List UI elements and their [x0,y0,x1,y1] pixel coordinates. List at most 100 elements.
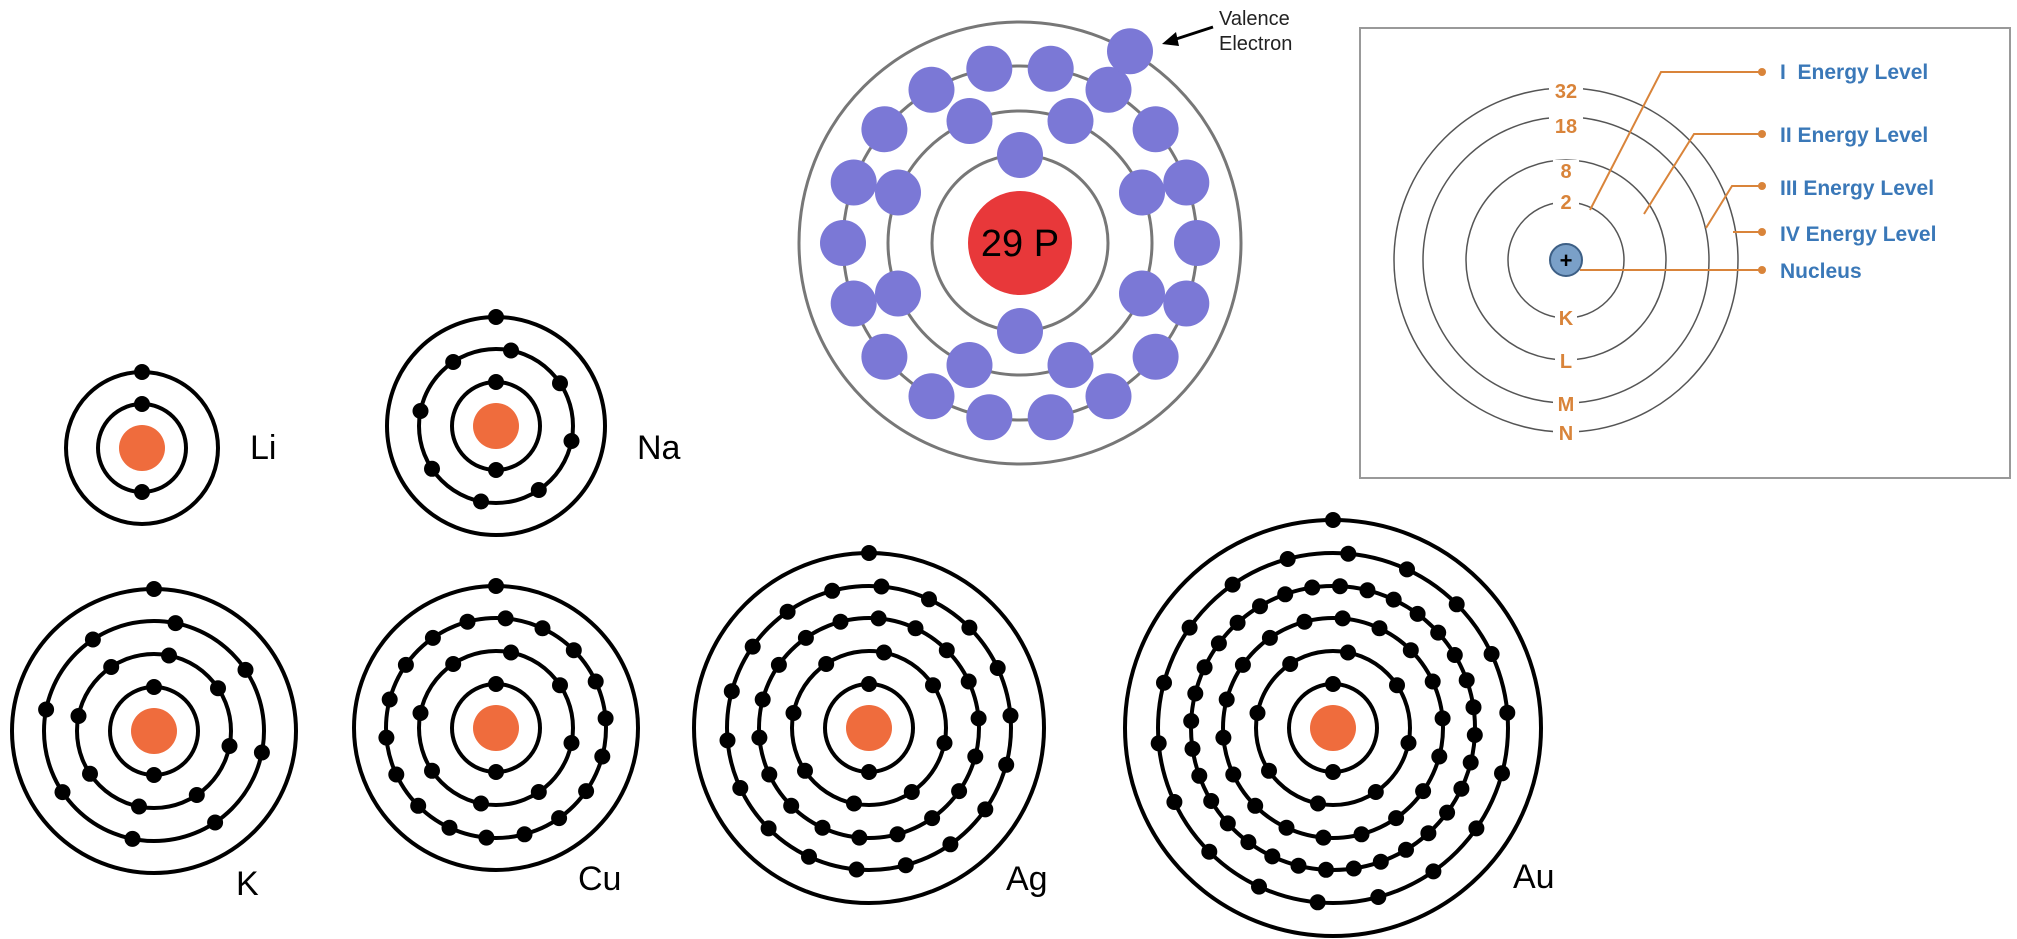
copper-nucleus [968,191,1072,295]
copper-electron [1027,45,1074,92]
shell-letter-n: N [1559,423,1573,445]
au-electron [1385,591,1402,608]
au-electron [1359,582,1376,599]
copper-electron [966,45,1013,92]
energy-level-diagram: 32 18 8 2 K L M N + I Energy Level II En… [1359,27,2011,479]
au-electron [1224,576,1241,593]
au-electron [1191,767,1208,784]
copper-shell-2 [886,109,1154,377]
ag-electron [779,603,796,620]
ag-orbit-4 [725,584,1013,872]
cu-electron [587,673,604,690]
ag-electron [967,748,984,765]
ag-electron [797,762,813,779]
li-electron [134,484,150,500]
au-electron [1420,825,1437,842]
au-electron [1309,894,1326,911]
au-electron [1425,863,1442,880]
k-electron [161,647,177,664]
shell-letter-k: K [1559,308,1574,330]
na-electron [530,482,547,498]
copper-electron [997,308,1043,354]
au-electron [1304,579,1321,596]
ag-electron [719,732,736,749]
cu-electron [552,677,568,694]
ag-electron [1002,707,1019,724]
label-energy-level-1: I Energy Level [1780,61,1928,84]
ag-orbit-2 [790,649,948,807]
au-electron [1446,647,1463,663]
cu-electron [551,810,568,827]
k-electron [221,738,238,754]
au-electron [1334,610,1351,627]
au-electron [1332,578,1348,595]
k-electron [146,581,162,597]
au-electron [1499,704,1516,721]
na-electron [563,433,580,449]
na-electron [488,309,504,325]
copper-electron [1119,270,1165,317]
k-electron [237,661,254,678]
au-electron [1494,765,1510,782]
na-label: Na [637,429,681,467]
au-electron [1439,804,1456,821]
atom-k: K [10,581,298,903]
copper-electron [966,394,1013,441]
au-electron [1466,727,1483,743]
au-electron [1215,729,1232,746]
au-electron [1431,748,1448,765]
li-nucleus [119,425,165,471]
cu-electron [381,691,398,708]
copper-electrons [820,28,1220,441]
na-electron [445,354,462,370]
au-orbit-2 [1254,649,1412,807]
na-orbit-2 [417,347,575,505]
au-electron [1310,795,1326,812]
au-electron [1371,620,1388,637]
ag-electron [921,591,937,608]
cu-electron [597,710,614,727]
copper-electron [1174,220,1220,266]
au-electron [1279,551,1296,567]
cu-electron [565,642,582,659]
k-electron [82,765,98,782]
k-electron [54,784,71,801]
copper-valence-electron [1107,28,1153,75]
au-electron [1415,783,1432,800]
ag-electron [960,673,977,690]
cu-electron [578,783,595,800]
copper-electron [946,342,993,388]
au-electron [1240,834,1257,851]
ag-electron [801,848,817,865]
ag-electron [907,620,924,637]
ag-electron [797,629,814,646]
k-electron [188,787,205,803]
au-electron [1184,740,1201,757]
ag-electron [761,766,778,783]
au-electron [1367,784,1384,800]
label-energy-level-3: III Energy Level [1780,177,1934,200]
au-electron [1196,659,1213,676]
cu-electron [412,705,429,721]
k-electron [167,615,184,632]
capacity-32: 32 [1555,81,1577,103]
au-electron [1402,642,1419,659]
ag-label: Ag [1006,860,1048,898]
cu-electron [563,735,580,751]
cu-electron [459,613,476,630]
k-electron [210,680,226,697]
ag-electron [938,642,955,659]
cu-electron [488,578,504,594]
ag-electron [936,735,953,751]
k-orbits [10,581,298,875]
cu-electron [424,762,440,779]
k-nucleus [131,708,177,754]
leader-dot-nucleus [1758,266,1766,274]
ag-electron [951,783,968,800]
au-electron [1453,780,1470,797]
k-electron [38,701,55,718]
au-electron [1278,819,1295,836]
ag-electron [998,756,1015,773]
atom-li: Li [64,364,276,526]
